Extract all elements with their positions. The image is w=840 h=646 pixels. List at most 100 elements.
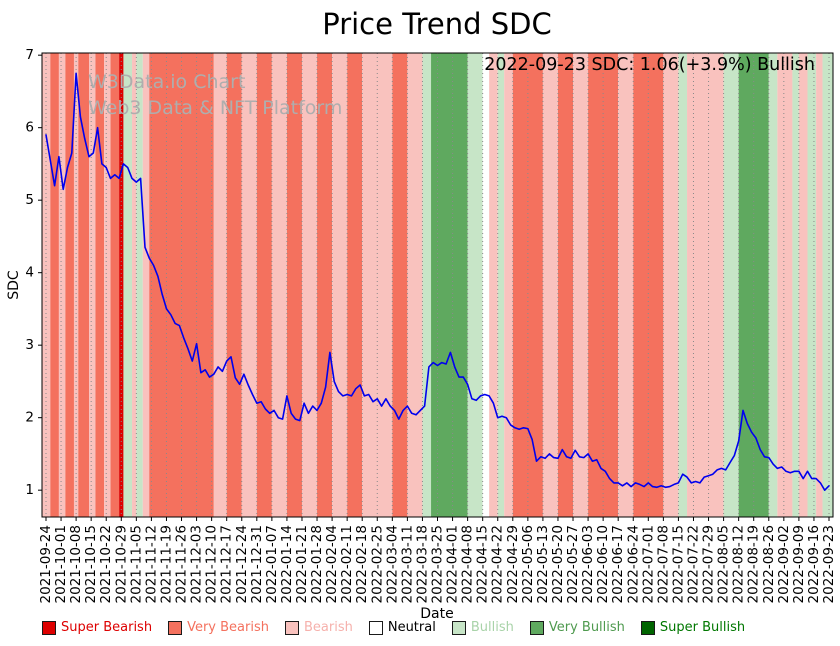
sentiment-band-bearish [618, 53, 634, 517]
sentiment-band-bullish [822, 53, 833, 517]
sentiment-band-very_bearish [226, 53, 242, 517]
x-tick-label: 2021-11-12 [143, 525, 159, 603]
legend-item-neutral: Neutral [368, 620, 436, 635]
sentiment-band-very_bearish [50, 53, 59, 517]
y-tick-label: 6 [25, 120, 34, 136]
sentiment-band-bearish [241, 53, 257, 517]
sentiment-band-bearish [407, 53, 423, 517]
legend-swatch-super_bullish [640, 620, 655, 635]
x-tick-label: 2022-05-06 [520, 525, 536, 603]
x-tick-label: 2022-06-10 [595, 525, 611, 603]
sentiment-band-very_bearish [317, 53, 333, 517]
x-tick-label: 2022-04-01 [445, 525, 461, 603]
sentiment-band-bullish [123, 53, 133, 517]
legend-item-super_bearish: Super Bearish [42, 620, 152, 635]
sentiment-band-bullish [422, 53, 432, 517]
sentiment-band-bearish [687, 53, 724, 517]
y-tick-label: 1 [25, 482, 34, 498]
sentiment-band-bullish [792, 53, 799, 517]
legend-swatch-very_bearish [168, 620, 183, 635]
x-tick-label: 2022-05-20 [550, 525, 566, 603]
x-tick-label: 2022-02-11 [339, 525, 355, 603]
y-axis-label: SDC [6, 270, 22, 300]
legend-label: Super Bearish [61, 620, 153, 635]
legend-item-bearish: Bearish [284, 620, 353, 635]
sentiment-band-bullish [136, 53, 143, 517]
x-tick-label: 2022-08-19 [746, 525, 762, 603]
x-tick-label: 2021-12-31 [249, 525, 265, 603]
x-tick-label: 2021-10-22 [98, 525, 114, 603]
sentiment-band-bearish [542, 53, 558, 517]
legend-swatch-neutral [368, 620, 383, 635]
x-tick-label: 2022-04-08 [460, 525, 476, 603]
x-tick-label: 2022-09-16 [806, 525, 822, 603]
legend-swatch-very_bullish [529, 620, 544, 635]
x-tick-label: 2022-01-14 [279, 525, 295, 603]
sentiment-band-bearish [301, 53, 318, 517]
legend-item-bullish: Bullish [451, 620, 514, 635]
legend: Super Bearish Very Bearish Bearish Neutral B… [42, 620, 745, 635]
x-tick-label: 2021-12-03 [189, 525, 205, 603]
legend-item-very_bearish: Very Bearish [168, 620, 269, 635]
y-tick-label: 4 [25, 265, 34, 281]
x-tick-label: 2022-02-25 [369, 525, 385, 603]
sentiment-band-bearish [489, 53, 498, 517]
x-tick-label: 2022-06-24 [625, 525, 641, 603]
x-tick-label: 2022-08-05 [716, 525, 732, 603]
x-tick-label: 2022-03-11 [399, 525, 415, 603]
plot-border [41, 52, 834, 518]
x-tick-label: 2022-05-27 [565, 525, 581, 603]
sentiment-band-bearish [798, 53, 808, 517]
sentiment-band-very_bearish [78, 53, 90, 517]
sentiment-band-very_bearish [110, 53, 120, 517]
x-tick-label: 2022-08-12 [731, 525, 747, 603]
x-tick-label: 2022-08-26 [761, 525, 777, 603]
x-tick-label: 2022-04-22 [490, 525, 506, 603]
x-tick-label: 2022-07-15 [670, 525, 686, 603]
sentiment-band-bearish [142, 53, 150, 517]
legend-item-super_bullish: Super Bullish [640, 620, 745, 635]
y-tick-label: 2 [25, 410, 34, 426]
sentiment-band-very_bearish [347, 53, 363, 517]
x-tick-label: 2022-07-08 [655, 525, 671, 603]
x-tick-label: 2022-09-09 [791, 525, 807, 603]
sentiment-band-bullish [768, 53, 778, 517]
x-tick-label: 2022-09-23 [821, 525, 837, 603]
sentiment-band-bearish [58, 53, 66, 517]
sentiment-band-bullish [678, 53, 688, 517]
x-tick-label: 2022-01-28 [309, 525, 325, 603]
sentiment-band-very_bearish [286, 53, 302, 517]
x-tick-label: 2022-09-02 [776, 525, 792, 603]
x-tick-label: 2021-12-17 [219, 525, 235, 603]
y-tick-label: 5 [25, 192, 34, 208]
x-tick-label: 2022-03-04 [384, 525, 400, 603]
chart-title: Price Trend SDC [322, 7, 552, 41]
legend-swatch-bearish [284, 620, 299, 635]
sentiment-band-bullish [467, 53, 483, 517]
sentiment-band-bearish [573, 53, 589, 517]
price-line [45, 72, 830, 492]
legend-swatch-super_bearish [42, 620, 56, 635]
sentiment-band-very_bearish [95, 53, 105, 517]
x-tick-label: 2022-06-17 [610, 525, 626, 603]
x-tick-label: 2021-10-08 [68, 525, 84, 603]
x-tick-label: 2021-10-01 [53, 525, 69, 603]
x-tick-label: 2022-06-03 [580, 525, 596, 603]
sentiment-band-bullish [497, 53, 505, 517]
x-tick-label: 2022-03-18 [414, 525, 430, 603]
sentiment-band-bullish [807, 53, 817, 517]
legend-label: Bullish [470, 620, 514, 635]
sentiment-band-bearish [213, 53, 227, 517]
x-tick-label: 2022-03-25 [430, 525, 446, 603]
x-tick-label: 2022-07-29 [701, 525, 717, 603]
x-tick-label: 2022-02-18 [354, 525, 370, 603]
legend-label: Bearish [303, 620, 353, 635]
x-axis-label: Date [420, 606, 454, 622]
legend-label: Very Bullish [548, 620, 625, 635]
x-tick-label: 2022-01-07 [264, 525, 280, 603]
legend-label: Very Bearish [187, 620, 269, 635]
x-tick-label: 2022-07-22 [685, 525, 701, 603]
x-tick-label: 2022-04-15 [475, 525, 491, 603]
